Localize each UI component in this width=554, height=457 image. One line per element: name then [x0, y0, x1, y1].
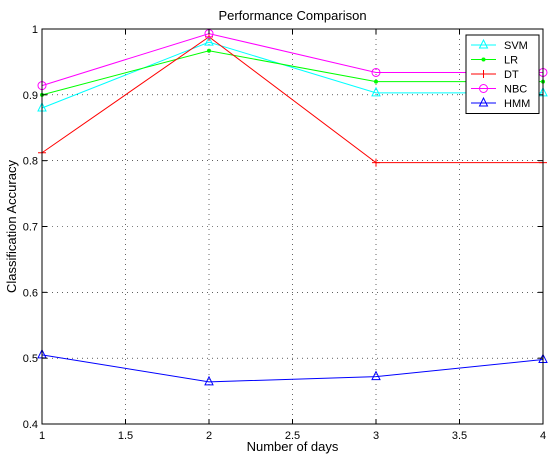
legend-item-hmm: HMM [471, 96, 530, 110]
legend-label-dt: DT [504, 69, 519, 81]
legend-marker-nbc [479, 84, 488, 93]
y-tick-label: 0.4 [23, 419, 38, 431]
x-axis-title: Number of days [247, 439, 339, 454]
legend-marker-svm [478, 38, 489, 49]
y-tick-label: 0.5 [23, 353, 38, 365]
legend-label-lr: LR [504, 55, 518, 67]
y-tick-label: 0.9 [23, 90, 38, 102]
legend-item-nbc: NBC [471, 84, 527, 96]
y-axis-title: Classification Accuracy [4, 160, 19, 293]
series-line-svm [41, 41, 543, 109]
axis-ticks: 1 1.5 2 2.5 3 3.5 4 0.4 0.5 0.6 0.7 0.8 0.9 1 [23, 24, 546, 442]
legend-item-lr: LR [471, 55, 518, 67]
x-tick-label: 4 [540, 430, 546, 442]
x-tick-label: 1.5 [118, 430, 133, 442]
legend-item-svm: SVM [471, 38, 528, 52]
y-tick-label: 0.6 [23, 287, 38, 299]
series-line-lr [41, 50, 543, 96]
data-point-lr [374, 79, 378, 84]
x-tick-label: 2 [206, 430, 212, 442]
legend-item-dt: DT [471, 69, 519, 81]
data-point-nbc [371, 67, 381, 77]
series-line-dt [41, 36, 543, 164]
legend-label-nbc: NBC [504, 84, 527, 96]
series-line-hmm [41, 354, 544, 383]
data-point-svm [371, 86, 381, 97]
legend-marker-lr [481, 57, 486, 62]
series-line-nbc [41, 33, 543, 87]
x-tick-label: 3.5 [452, 430, 467, 442]
legend-label-hmm: HMM [504, 98, 530, 110]
data-point-dt [372, 158, 380, 167]
y-tick-label: 0.7 [23, 222, 38, 234]
legend-label-svm: SVM [504, 40, 528, 52]
data-point-svm [204, 36, 214, 46]
data-point-lr [207, 48, 211, 53]
y-tick-label: 1 [32, 24, 38, 36]
y-tick-label: 0.8 [23, 156, 38, 168]
legend-marker-hmm [478, 96, 489, 107]
x-tick-label: 2.5 [285, 430, 300, 442]
x-tick-label: 1 [39, 430, 45, 442]
legend-marker-dt [479, 70, 488, 78]
chart-title: Performance Comparison [218, 8, 366, 23]
data-point-hmm [371, 370, 381, 381]
legend: SVM LR DT NBC HMM [465, 34, 540, 114]
series-hmm [37, 348, 548, 386]
x-tick-label: 3 [373, 430, 379, 442]
data-point-hmm [204, 375, 214, 386]
